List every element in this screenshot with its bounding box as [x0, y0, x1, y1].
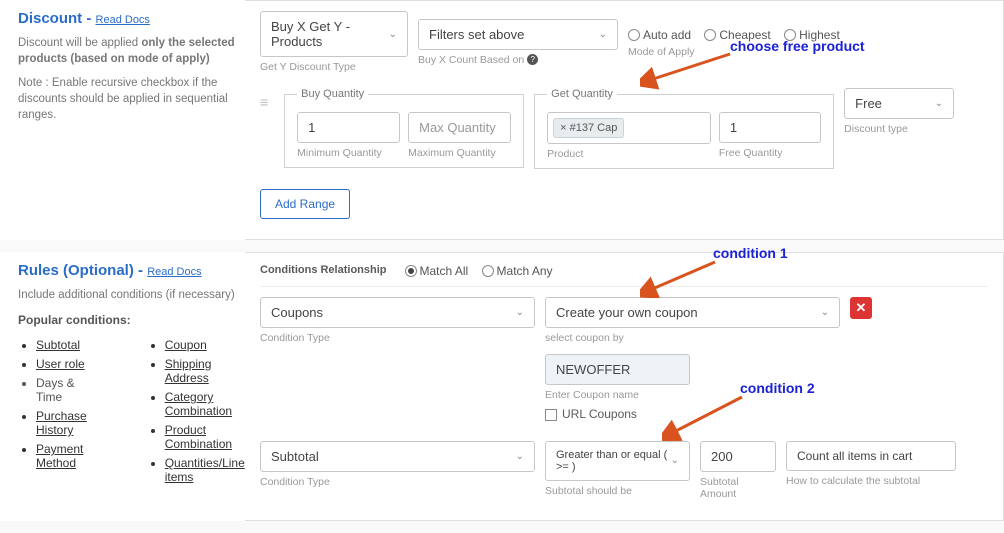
buy-min-input[interactable] — [297, 112, 400, 143]
rules-docs-link[interactable]: Read Docs — [147, 266, 201, 278]
buy-max-input[interactable] — [408, 112, 511, 143]
cond2-type-select[interactable]: Subtotal⌄ — [260, 441, 535, 472]
info-icon[interactable]: ? — [527, 54, 538, 65]
cond1-method-select[interactable]: Create your own coupon⌄ — [545, 297, 840, 328]
rules-section: Rules (Optional) - Read Docs Include add… — [0, 252, 1004, 521]
cond-coupon[interactable]: Coupon — [165, 338, 245, 352]
mode-auto-radio[interactable] — [628, 29, 640, 41]
free-qty-input[interactable] — [719, 112, 821, 143]
rules-title: Rules (Optional) - Read Docs — [18, 262, 235, 279]
mode-label: Mode of Apply — [628, 46, 850, 58]
match-any-radio[interactable] — [482, 265, 494, 277]
add-range-button[interactable]: Add Range — [260, 189, 350, 219]
count-based-label: Buy X Count Based on ? — [418, 54, 618, 66]
cond-payment[interactable]: Payment Method — [36, 442, 87, 470]
product-input[interactable]: × #137 Cap — [547, 112, 711, 144]
discount-panel: Buy X Get Y - Products⌄ Get Y Discount T… — [245, 0, 1004, 240]
buy-qty-fieldset: Buy Quantity Minimum Quantity Maximum Qu… — [284, 88, 524, 168]
gety-type-select[interactable]: Buy X Get Y - Products⌄ — [260, 11, 408, 57]
cond-subtotal[interactable]: Subtotal — [36, 338, 87, 352]
cond-catcombo[interactable]: Category Combination — [165, 390, 245, 418]
discount-title: Discount - Read Docs — [18, 10, 235, 27]
discount-type-select[interactable]: Free⌄ — [844, 88, 954, 119]
popular-label: Popular conditions: — [18, 313, 235, 327]
discount-sidebar: Discount - Read Docs Discount will be ap… — [0, 0, 245, 240]
rules-panel: Conditions Relationship Match All Match … — [245, 252, 1004, 521]
popular-col2: Coupon Shipping Address Category Combina… — [147, 333, 245, 489]
get-qty-fieldset: Get Quantity × #137 Cap Product Free Qua… — [534, 88, 834, 169]
count-based-select[interactable]: Filters set above⌄ — [418, 19, 618, 50]
popular-col1: Subtotal User role Days & Time Purchase … — [18, 333, 87, 489]
mode-cheapest-radio[interactable] — [704, 29, 716, 41]
cond-purchase[interactable]: Purchase History — [36, 409, 87, 437]
cond2-amount-input[interactable] — [700, 441, 776, 472]
delete-cond1-button[interactable]: ✕ — [850, 297, 872, 319]
cond-prodcombo[interactable]: Product Combination — [165, 423, 245, 451]
rules-sidebar: Rules (Optional) - Read Docs Include add… — [0, 252, 245, 521]
url-coupons-checkbox[interactable] — [545, 409, 557, 421]
cond2-how-select[interactable]: Count all items in cart — [786, 441, 956, 471]
mode-highest-radio[interactable] — [784, 29, 796, 41]
match-all-radio[interactable] — [405, 265, 417, 277]
discount-docs-link[interactable]: Read Docs — [96, 14, 150, 26]
coupon-input[interactable] — [545, 354, 690, 385]
cond-userrole[interactable]: User role — [36, 357, 87, 371]
cond-shipping[interactable]: Shipping Address — [165, 357, 245, 385]
cond1-type-select[interactable]: Coupons⌄ — [260, 297, 535, 328]
gety-type-label: Get Y Discount Type — [260, 61, 408, 73]
discount-section: Discount - Read Docs Discount will be ap… — [0, 0, 1004, 240]
cond-rel-label: Conditions Relationship — [260, 264, 387, 276]
discount-desc1: Discount will be applied only the select… — [18, 35, 235, 67]
product-tag[interactable]: × #137 Cap — [553, 118, 624, 138]
cond-qtylines[interactable]: Quantities/Line items — [165, 456, 245, 484]
cond-daystime[interactable]: Days & Time — [36, 376, 87, 404]
discount-desc2: Note : Enable recursive checkbox if the … — [18, 75, 235, 123]
rules-desc: Include additional conditions (if necess… — [18, 287, 235, 303]
cond2-op-select[interactable]: Greater than or equal ( >= )⌄ — [545, 441, 690, 481]
drag-handle-icon[interactable]: ≡ — [260, 88, 274, 110]
